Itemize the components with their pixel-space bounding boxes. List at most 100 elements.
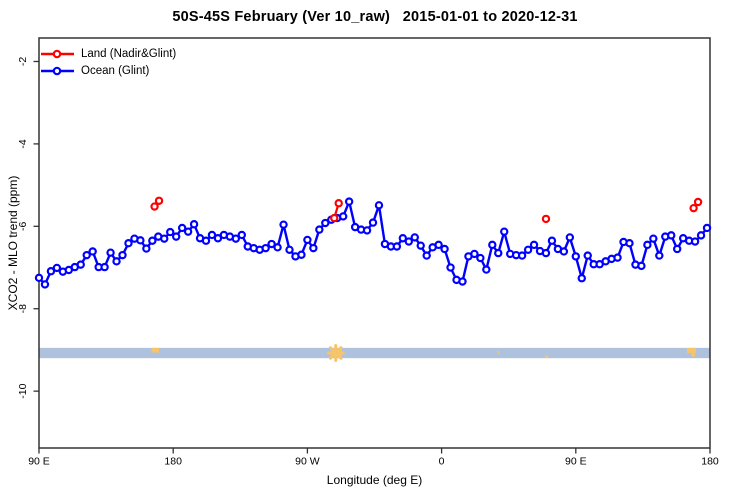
ocean-point (434, 240, 443, 250)
land-mark (545, 355, 549, 359)
ocean-point (112, 257, 121, 266)
ocean-point (362, 226, 372, 235)
legend-land-marker-icon (41, 49, 74, 58)
ocean-point (261, 243, 270, 253)
ocean-point (177, 223, 187, 233)
plot-box (38, 37, 711, 449)
legend-ocean-marker-icon (41, 66, 74, 75)
ocean-point (273, 243, 282, 252)
ocean-point (237, 230, 246, 240)
ocean-point (124, 239, 133, 248)
x-tick-label: 90 W (295, 456, 320, 468)
ocean-point (446, 263, 455, 272)
land-point (693, 197, 703, 207)
ocean-point (571, 252, 581, 261)
ocean-point (338, 212, 348, 221)
ocean-point (279, 220, 288, 229)
legend-item-ocean: Ocean (Glint) (41, 62, 176, 79)
ocean-point (458, 277, 467, 286)
ocean-point (422, 251, 431, 260)
chart-title: 50S-45S February (Ver 10_raw) 2015-01-01… (172, 9, 578, 25)
land-mark (691, 353, 696, 357)
ocean-point (100, 262, 109, 272)
ocean-point (160, 234, 169, 243)
ocean-point (166, 227, 175, 237)
ocean-point (440, 244, 449, 254)
ocean-point (52, 263, 62, 273)
ocean-point (118, 250, 127, 260)
y-tick-label: -8 (17, 304, 29, 313)
legend-ocean-label: Ocean (Glint) (81, 64, 150, 77)
y-tick-label: -6 (17, 221, 29, 230)
ocean-point (285, 245, 294, 254)
land-point (689, 203, 698, 213)
ocean-point (559, 247, 569, 256)
ocean-point (416, 241, 425, 250)
ocean-point (547, 236, 557, 245)
x-tick-label: 180 (701, 456, 719, 468)
ocean-point (672, 244, 682, 254)
ocean-point (517, 251, 527, 260)
ocean-point (643, 240, 652, 250)
land-mark (686, 347, 696, 354)
ocean-point (488, 240, 497, 250)
ocean-point (649, 234, 658, 243)
ocean-point (344, 197, 354, 206)
y-tick-label: -10 (17, 383, 29, 398)
ocean-point (213, 234, 223, 243)
ocean-point (321, 218, 330, 228)
ocean-point (189, 220, 199, 229)
x-tick-label: 90 E (28, 456, 50, 468)
ocean-point (470, 249, 479, 259)
ocean-point (613, 253, 622, 262)
ocean-point (577, 274, 586, 283)
ocean-point (303, 235, 312, 245)
ocean-point (655, 251, 664, 260)
land-point (541, 214, 551, 224)
ocean-point (500, 227, 509, 236)
ocean-point (315, 225, 324, 234)
ocean-point (583, 251, 592, 260)
x-axis-title: Longitude (deg E) (326, 473, 423, 487)
land-mark (151, 347, 160, 353)
ocean-point (541, 248, 551, 258)
legend-land-label: Land (Nadir&Glint) (81, 47, 177, 60)
ocean-point (136, 236, 145, 245)
ocean-point (267, 239, 276, 249)
legend: Land (Nadir&Glint) Ocean (Glint) (41, 45, 176, 79)
ocean-point (88, 247, 97, 256)
ocean-strip-band (39, 347, 710, 359)
ocean-point (696, 231, 706, 240)
ocean-point (529, 240, 539, 250)
ocean-point (398, 234, 408, 243)
ocean-point (625, 239, 634, 248)
ocean-point (374, 201, 384, 210)
ocean-point (392, 242, 402, 251)
ocean-point (207, 230, 217, 240)
legend-item-land: Land (Nadir&Glint) (41, 45, 176, 62)
ocean-point (231, 234, 241, 243)
ocean-point (476, 253, 485, 263)
y-axis-title: XCO2 - MLO trend (ppm) (6, 175, 20, 311)
ocean-point (494, 248, 503, 258)
x-tick-label: 0 (439, 456, 445, 468)
ocean-point (702, 223, 712, 233)
ocean-point (201, 236, 211, 245)
ocean-point (523, 245, 533, 254)
ocean-point (667, 231, 676, 240)
ocean-point (183, 227, 193, 236)
y-tick-label: -2 (17, 57, 29, 66)
x-tick-label: 180 (164, 456, 182, 468)
land-point (150, 202, 159, 211)
land-mark (497, 350, 500, 354)
ocean-point (148, 236, 157, 245)
land-point (330, 213, 339, 223)
ocean-point (46, 267, 56, 276)
ocean-point (76, 260, 85, 269)
ocean-point (142, 244, 151, 253)
ocean-point (565, 233, 575, 242)
ocean-point (171, 232, 181, 241)
y-tick-label: -4 (17, 139, 29, 148)
